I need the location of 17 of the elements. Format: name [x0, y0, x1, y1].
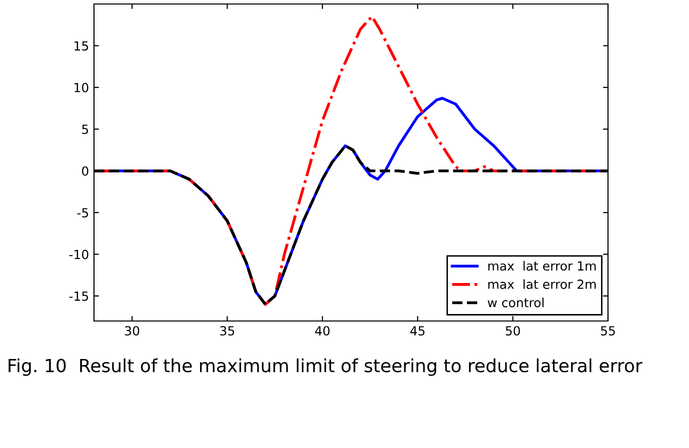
y-tick-label: 15: [74, 41, 88, 51]
x-tick-label: 40: [315, 326, 330, 336]
y-tick-label: -15: [69, 292, 88, 301]
y-tick-label: 10: [74, 82, 88, 92]
caption: Fig. 10 Result of the maximum limit of steering to reduce lateral error: [8, 358, 642, 376]
legend-label: max lat error 1m: [488, 260, 596, 271]
y-tick-label: 0: [82, 166, 88, 176]
y-tick-label: 5: [82, 124, 88, 134]
legend-label: w control: [488, 298, 544, 308]
y-tick-label: -5: [77, 208, 88, 218]
y-tick-label: -10: [69, 250, 88, 260]
x-tick-label: 35: [220, 326, 234, 336]
x-tick-label: 50: [506, 326, 520, 336]
legend-label: max lat error 2m: [488, 279, 596, 289]
x-tick-label: 30: [125, 326, 140, 336]
x-tick-label: 45: [410, 326, 424, 336]
x-tick-label: 55: [601, 326, 615, 336]
